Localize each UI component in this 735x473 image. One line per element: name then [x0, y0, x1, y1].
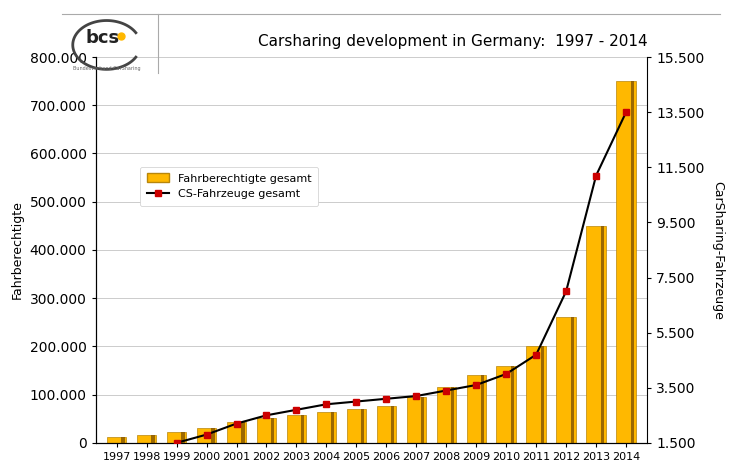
- Bar: [241, 422, 245, 443]
- Bar: [617, 81, 636, 443]
- Bar: [121, 437, 125, 443]
- Bar: [496, 366, 516, 443]
- Bar: [541, 346, 544, 443]
- Bar: [107, 437, 126, 443]
- Bar: [451, 387, 454, 443]
- Bar: [421, 397, 424, 443]
- Bar: [631, 81, 634, 443]
- Bar: [467, 376, 486, 443]
- Y-axis label: Fahrberechtigte: Fahrberechtigte: [11, 201, 24, 299]
- Text: bcs: bcs: [86, 29, 120, 47]
- Bar: [271, 418, 274, 443]
- Bar: [167, 432, 187, 443]
- Bar: [556, 317, 576, 443]
- Bar: [376, 406, 396, 443]
- Bar: [181, 432, 184, 443]
- Bar: [287, 415, 306, 443]
- Bar: [257, 418, 276, 443]
- Bar: [587, 226, 606, 443]
- Bar: [481, 376, 484, 443]
- Bar: [211, 429, 215, 443]
- Bar: [406, 397, 426, 443]
- Bar: [151, 435, 154, 443]
- Bar: [361, 409, 365, 443]
- Legend: Fahrberechtigte gesamt, CS-Fahrzeuge gesamt: Fahrberechtigte gesamt, CS-Fahrzeuge ges…: [140, 167, 318, 206]
- Bar: [227, 422, 246, 443]
- Bar: [511, 366, 514, 443]
- Bar: [570, 317, 574, 443]
- Bar: [600, 226, 604, 443]
- Bar: [197, 429, 216, 443]
- Text: Bundesverband CarSharing: Bundesverband CarSharing: [73, 66, 140, 71]
- Y-axis label: CarSharing-Fahrzeuge: CarSharing-Fahrzeuge: [711, 181, 724, 319]
- Text: Carsharing development in Germany:  1997 - 2014: Carsharing development in Germany: 1997 …: [258, 35, 648, 49]
- Bar: [301, 415, 304, 443]
- Bar: [331, 412, 334, 443]
- Bar: [347, 409, 366, 443]
- Bar: [437, 387, 456, 443]
- Bar: [391, 406, 395, 443]
- Bar: [526, 346, 546, 443]
- Bar: [317, 412, 336, 443]
- Bar: [137, 435, 157, 443]
